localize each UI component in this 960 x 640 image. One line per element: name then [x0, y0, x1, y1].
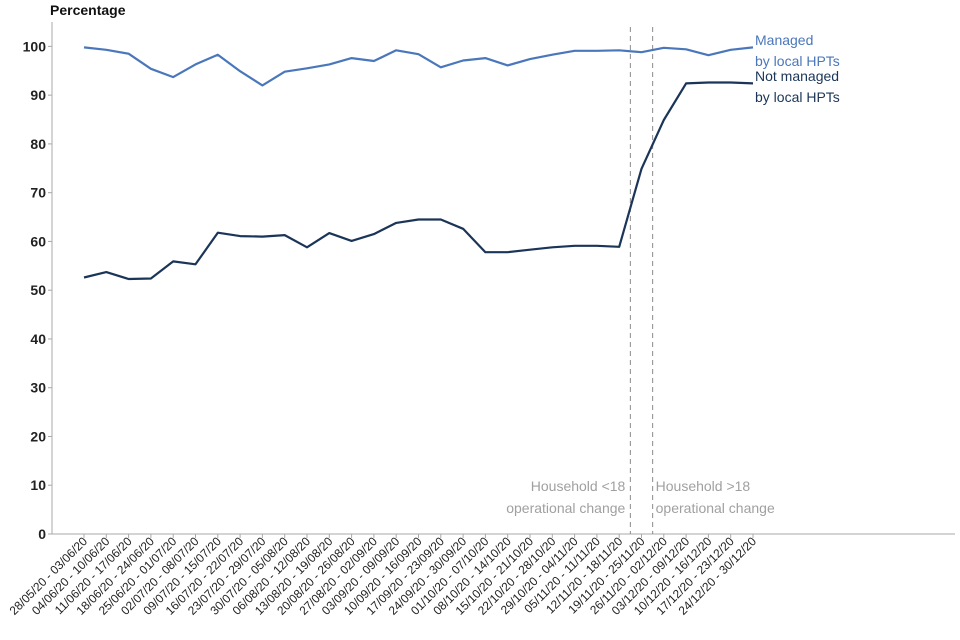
- y-tick-label: 30: [30, 380, 46, 396]
- series-line: [83, 81, 754, 281]
- series-line: [83, 46, 754, 87]
- y-tick-label: 100: [23, 38, 47, 54]
- y-tick-label: 80: [30, 136, 46, 152]
- y-axis: 0 10 20 30 40 50 60 70 80 90 100: [23, 22, 53, 542]
- y-tick-label: 90: [30, 87, 46, 103]
- operational-change-label: operational change: [656, 500, 775, 516]
- y-tick-label: 40: [30, 331, 46, 347]
- y-tick-label: 50: [30, 282, 46, 298]
- series-label: by local HPTs: [755, 89, 840, 105]
- y-tick-label: 10: [30, 477, 46, 493]
- y-tick-label: 0: [38, 526, 46, 542]
- y-tick-label: 20: [30, 428, 46, 444]
- operational-change-label: Household >18: [656, 478, 751, 494]
- y-tick-label: 60: [30, 233, 46, 249]
- operational-change-label: Household <18: [531, 478, 626, 494]
- series-label: Managed: [755, 32, 813, 48]
- annotations: Household <18 operational change Household…: [506, 27, 775, 534]
- y-tick-label: 70: [30, 185, 46, 201]
- series-lines: [83, 46, 754, 281]
- series-label: by local HPTs: [755, 53, 840, 69]
- operational-change-label: operational change: [506, 500, 625, 516]
- series-label: Not managed: [755, 68, 839, 84]
- y-axis-title: Percentage: [50, 2, 126, 18]
